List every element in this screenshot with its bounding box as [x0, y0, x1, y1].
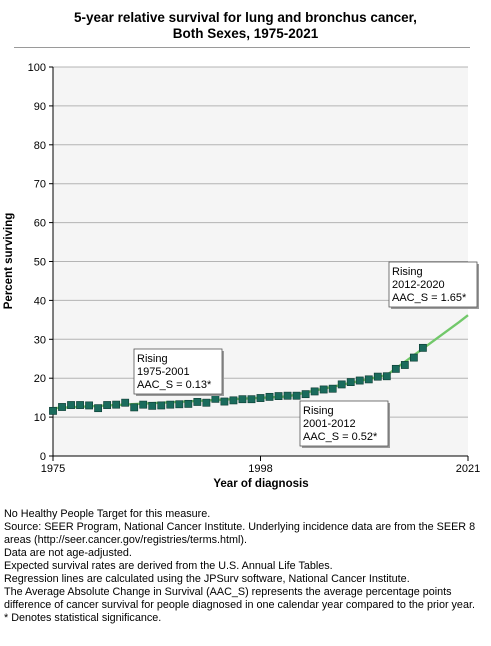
data-point [85, 401, 93, 410]
data-point [229, 396, 238, 405]
annotation-text: Rising [137, 353, 168, 365]
data-point [175, 400, 184, 409]
annotation-text: AAC_S = 0.13* [137, 379, 212, 391]
x-axis-label: Year of diagnosis [213, 478, 308, 490]
data-point [139, 400, 148, 409]
axes: 0 10 20 30 40 50 60 70 80 90 100 1975 1998 2021 [28, 62, 481, 475]
chart-title: 5-year relative survival for lung and br… [0, 10, 491, 42]
annotation-text: AAC_S = 0.52* [303, 431, 378, 443]
data-point [130, 403, 139, 412]
y-tick-label: 50 [34, 257, 46, 269]
data-point [310, 387, 319, 396]
data-point [346, 378, 355, 386]
footnote: Source: SEER Program, National Cancer In… [4, 521, 476, 546]
survival-chart: 0 10 20 30 40 50 60 70 80 90 100 1975 1998 2021 Risin… [3, 62, 481, 490]
annotation-frame [133, 348, 223, 395]
data-point [247, 395, 256, 404]
data-point [265, 392, 274, 401]
x-tick-label: 1975 [41, 463, 65, 475]
data-point [112, 400, 121, 409]
data-point [220, 397, 229, 406]
title-divider [14, 47, 470, 48]
annotation-text: Rising [392, 266, 423, 278]
y-tick-label: 10 [34, 412, 46, 424]
gridlines [53, 66, 468, 418]
data-point [121, 398, 130, 407]
data-point [292, 391, 301, 400]
data-point [337, 380, 346, 389]
data-point [76, 401, 84, 409]
data-point [202, 398, 211, 407]
y-axis-label: Percent surviving [3, 213, 15, 310]
data-point [274, 392, 283, 400]
data-point [103, 401, 112, 409]
y-tick-label: 60 [34, 218, 46, 230]
chart-title-line2: Both Sexes, 1975-2021 [172, 26, 319, 41]
axis-labels: Year of diagnosis Percent surviving [3, 213, 309, 490]
annotation-text: Rising [303, 405, 334, 417]
data-point [184, 399, 193, 408]
y-tick-label: 90 [34, 101, 46, 113]
data-point [409, 353, 418, 362]
annotation-frame [299, 400, 389, 447]
data-point [283, 391, 292, 400]
annotation-text: 1975-2001 [137, 366, 190, 378]
footnote: Expected survival rates are derived from… [4, 560, 333, 572]
x-tick-label: 2021 [456, 463, 480, 475]
data-point [148, 401, 157, 410]
footnote: The Average Absolute Change in Survival … [4, 586, 475, 611]
footnote: Data are not age-adjusted. [4, 547, 132, 559]
data-point [58, 403, 66, 411]
data-point [193, 398, 202, 406]
annotation-frame [388, 261, 478, 308]
footnote: Regression lines are calculated using th… [4, 573, 410, 585]
y-tick-label: 20 [34, 373, 46, 385]
chart-title-line1: 5-year relative survival for lung and br… [74, 10, 417, 25]
observed-points [49, 343, 427, 415]
data-point [301, 390, 310, 399]
data-point [382, 372, 391, 381]
footnote: No Healthy People Target for this measur… [4, 508, 211, 520]
data-point [94, 404, 103, 413]
footnotes: No Healthy People Target for this measur… [4, 508, 488, 625]
y-tick-label: 30 [34, 334, 46, 346]
data-point [400, 361, 409, 369]
data-point [373, 372, 382, 381]
annotation-text: AAC_S = 1.65* [392, 292, 467, 304]
footnote: * Denotes statistical significance. [4, 612, 162, 624]
data-point [256, 394, 265, 402]
data-point [238, 395, 247, 404]
data-point [211, 394, 220, 403]
data-point [49, 406, 57, 415]
y-tick-label: 40 [34, 295, 46, 307]
data-point [391, 364, 400, 373]
data-point [364, 375, 373, 384]
y-tick-label: 0 [40, 451, 46, 463]
data-point [319, 385, 328, 394]
data-point [157, 401, 166, 410]
y-tick-label: 100 [28, 62, 46, 74]
data-point [355, 376, 364, 385]
data-point [328, 384, 337, 393]
x-tick-label: 1998 [248, 463, 272, 475]
annotation-text: 2001-2012 [303, 418, 356, 430]
y-tick-label: 70 [34, 179, 46, 191]
y-tick-label: 80 [34, 140, 46, 152]
data-point [418, 343, 427, 352]
annotation-text: 2012-2020 [392, 279, 445, 291]
data-point [166, 400, 175, 409]
data-point [67, 401, 75, 409]
